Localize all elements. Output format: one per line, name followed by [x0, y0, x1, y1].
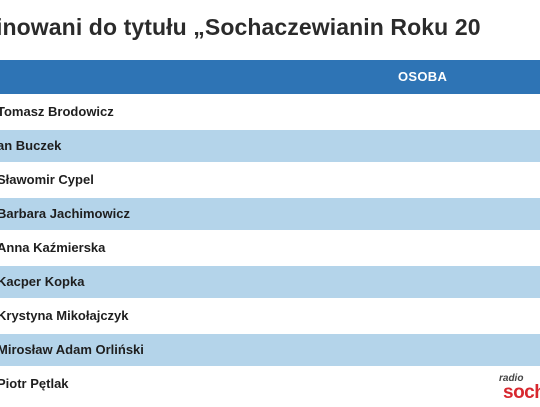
table-row: Krystyna Mikołajczyk	[0, 300, 540, 332]
column-header-osoba: OSOBA	[398, 69, 448, 84]
person-name: Anna Kaźmierska	[0, 240, 106, 255]
table-row: Barbara Jachimowicz	[0, 198, 540, 230]
logo-text-top: radio	[499, 373, 524, 384]
table-row: Tomasz Brodowicz	[0, 96, 540, 128]
logo-text-main: soch	[503, 382, 540, 403]
table-header: OSOBA	[0, 60, 540, 94]
table-row: Mirosław Adam Orliński	[0, 334, 540, 366]
person-name: an Buczek	[0, 138, 62, 153]
table-row: Anna Kaźmierska	[0, 232, 540, 264]
radio-sochaczew-logo: radio soch	[499, 373, 540, 407]
person-name: Sławomir Cypel	[0, 172, 94, 187]
page-title: inowani do tytułu „Sochaczewianin Roku 2…	[0, 14, 481, 40]
person-name: Mirosław Adam Orliński	[0, 342, 144, 357]
person-name: Tomasz Brodowicz	[0, 104, 114, 119]
person-name: Barbara Jachimowicz	[0, 206, 130, 221]
table-row: Piotr Pętlak	[0, 368, 540, 400]
person-name: Kacper Kopka	[0, 274, 85, 289]
table-body: Tomasz Brodowicz an Buczek Sławomir Cype…	[0, 96, 540, 402]
table-row: Sławomir Cypel	[0, 164, 540, 196]
table-row: an Buczek	[0, 130, 540, 162]
person-name: Krystyna Mikołajczyk	[0, 308, 129, 323]
person-name: Piotr Pętlak	[0, 376, 69, 391]
table-row: Kacper Kopka	[0, 266, 540, 298]
